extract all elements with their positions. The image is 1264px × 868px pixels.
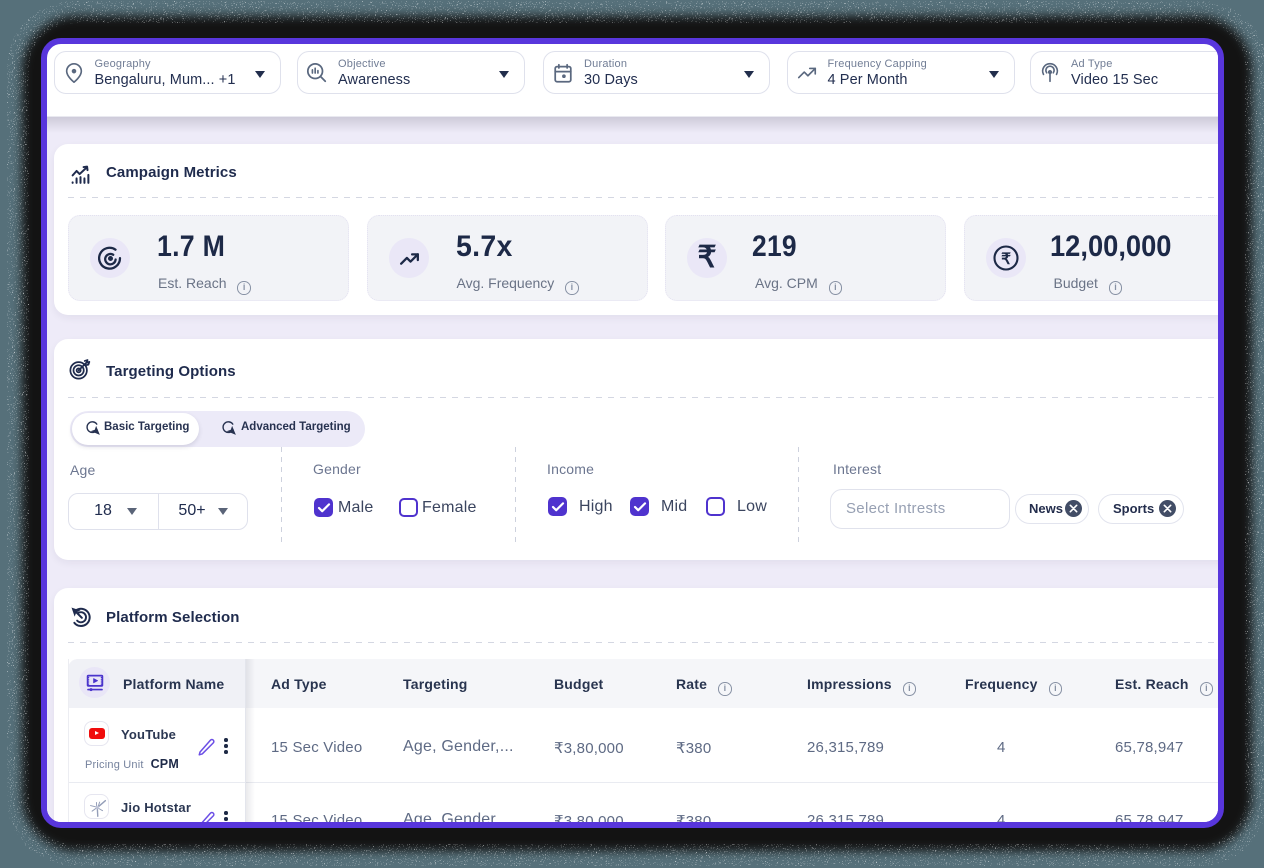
svg-text:₹: ₹	[1001, 251, 1011, 268]
